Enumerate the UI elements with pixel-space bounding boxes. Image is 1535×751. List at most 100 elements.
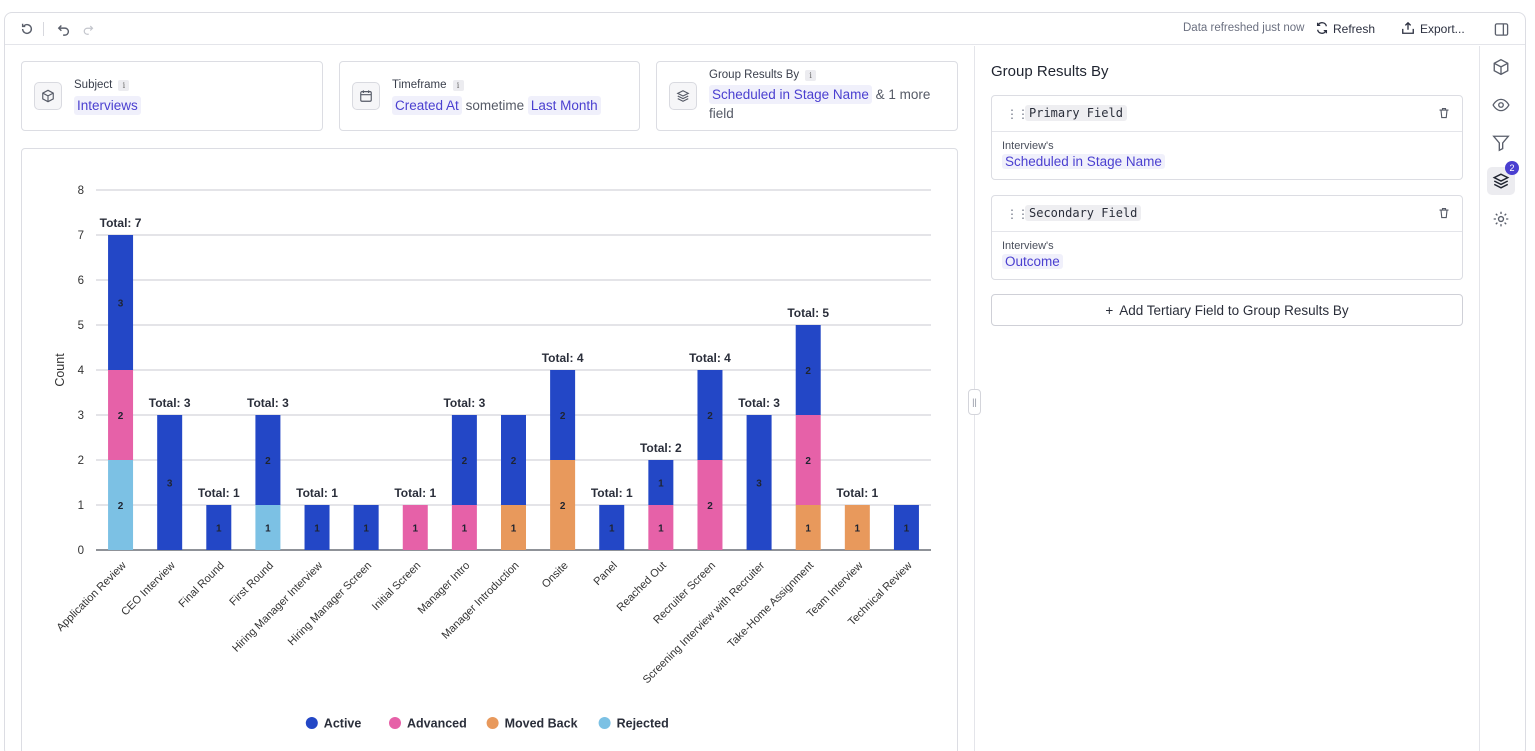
plus-icon: + (1105, 302, 1114, 318)
total-label: Total: 1 (394, 486, 436, 500)
chart-card: 0 1 2 3 4 5 6 7 8 Count 2 2 3 Total: 7 Application Rev… (21, 148, 958, 751)
drag-handle-icon[interactable]: ⋮⋮ (1006, 207, 1029, 221)
add-tertiary-label: Add Tertiary Field to Group Results By (1119, 302, 1349, 318)
refresh-label: Refresh (1333, 22, 1376, 36)
bar-segment (451, 415, 477, 505)
y-tick-label: 1 (78, 500, 84, 512)
trash-icon[interactable] (1438, 106, 1450, 124)
x-tick-label: First Round (227, 560, 276, 609)
rail-filter-icon[interactable] (1487, 129, 1515, 157)
info-icon[interactable]: i (805, 69, 817, 81)
bar-segment (206, 505, 232, 550)
undo-icon[interactable] (54, 19, 74, 39)
y-tick-label: 0 (78, 545, 84, 557)
y-tick-label: 7 (78, 230, 84, 242)
segment-value-label: 3 (167, 479, 173, 490)
total-label: Total: 1 (836, 486, 878, 500)
total-label: Total: 3 (443, 396, 485, 410)
bar-segment (255, 505, 281, 550)
bar-segment (795, 325, 821, 415)
legend-label: Advanced (407, 717, 467, 731)
segment-value-label: 1 (904, 524, 910, 535)
bar-segment (353, 505, 379, 550)
legend-swatch (486, 717, 499, 729)
x-tick-label: Final Round (176, 560, 226, 610)
segment-value-label: 1 (412, 524, 418, 535)
bar-segment (108, 460, 134, 550)
primary-field-value[interactable]: Scheduled in Stage Name (1002, 154, 1165, 169)
rail-cube-icon[interactable] (1487, 53, 1515, 81)
reset-icon[interactable] (17, 19, 37, 39)
group-extra[interactable]: & 1 more (875, 87, 931, 102)
group-value[interactable]: Scheduled in Stage Name (709, 85, 872, 104)
y-axis-label: Count (53, 353, 67, 387)
segment-value-label: 1 (855, 524, 861, 535)
x-tick-label: Hiring Manager Interview (230, 560, 325, 655)
timeframe-field[interactable]: Created At (392, 96, 462, 115)
export-label: Export... (1420, 22, 1465, 36)
y-tick-label: 6 (78, 275, 84, 287)
bar-segment (304, 505, 330, 550)
y-tick-label: 5 (78, 320, 84, 332)
group-label: Group Results By (709, 69, 800, 81)
bar-segment (108, 370, 134, 460)
timeframe-card[interactable]: Timeframe i Created At sometime Last Mont… (339, 61, 640, 131)
subject-value[interactable]: Interviews (74, 96, 141, 115)
subject-label: Subject (74, 79, 113, 91)
bar-segment (893, 505, 919, 550)
secondary-field-value[interactable]: Outcome (1002, 254, 1063, 269)
secondary-field-name: Secondary Field (1025, 205, 1142, 221)
panel-toggle-icon[interactable] (1491, 19, 1511, 39)
resize-handle[interactable]: || (968, 389, 981, 415)
bar-segment (501, 415, 526, 505)
redo-icon[interactable] (78, 19, 98, 39)
rail-divider (1479, 46, 1480, 751)
refresh-button[interactable]: Refresh (1315, 19, 1375, 39)
segment-value-label: 2 (560, 501, 566, 512)
x-tick-label: Take-Home Assignment (726, 560, 817, 651)
refresh-icon (1315, 21, 1329, 38)
export-icon (1401, 21, 1415, 38)
rail-gear-icon[interactable] (1487, 205, 1515, 233)
legend-swatch (389, 717, 401, 729)
rail-layers-icon[interactable]: 2 (1487, 161, 1519, 195)
export-button[interactable]: Export... (1401, 19, 1465, 39)
legend-label: Active (324, 717, 362, 731)
total-label: Total: 4 (542, 351, 584, 365)
bar-segment (501, 505, 526, 550)
segment-value-label: 2 (707, 411, 713, 422)
info-icon[interactable]: i (118, 79, 130, 91)
total-label: Total: 2 (640, 441, 682, 455)
timeframe-range[interactable]: Last Month (527, 96, 601, 115)
subject-card[interactable]: Subject i Interviews (21, 61, 323, 131)
add-tertiary-field-button[interactable]: + Add Tertiary Field to Group Results By (991, 294, 1463, 326)
drag-handle-icon[interactable]: ⋮⋮ (1006, 107, 1029, 121)
info-icon[interactable]: i (452, 79, 464, 91)
rail-eye-icon[interactable] (1487, 91, 1515, 119)
bar-segment (746, 415, 772, 550)
y-tick-label: 2 (78, 455, 84, 467)
group-by-card[interactable]: Group Results By i Scheduled in Stage Nam… (656, 61, 958, 131)
total-label: Total: 4 (689, 351, 731, 365)
refreshed-status: Data refreshed just now (1183, 22, 1305, 34)
secondary-field-card: ⋮⋮ Secondary Field Interview's Outcome (991, 195, 1463, 280)
trash-icon[interactable] (1438, 206, 1450, 224)
group-extra-field: field (709, 106, 734, 121)
segment-value-label: 2 (707, 501, 713, 512)
bar-segment (108, 235, 134, 370)
timeframe-operator[interactable]: sometime (465, 98, 525, 113)
stacked-bar-chart: 0 1 2 3 4 5 6 7 8 Count 2 2 3 Total: 7 Application Rev… (53, 185, 931, 731)
primary-field-sub: Interview's (1002, 140, 1054, 152)
x-tick-label: Onsite (540, 560, 571, 591)
legend-swatch (305, 717, 318, 729)
timeframe-label: Timeframe (392, 79, 447, 91)
primary-field-card: ⋮⋮ Primary Field Interview's Scheduled i… (991, 95, 1463, 180)
segment-value-label: 2 (118, 411, 124, 422)
total-label: Total: 3 (738, 396, 780, 410)
segment-value-label: 2 (805, 456, 811, 467)
bar-segment (648, 505, 674, 550)
total-label: Total: 7 (100, 216, 142, 230)
segment-value-label: 2 (462, 456, 468, 467)
group-panel-title: Group Results By (991, 63, 1109, 80)
toolbar-divider (43, 22, 44, 36)
